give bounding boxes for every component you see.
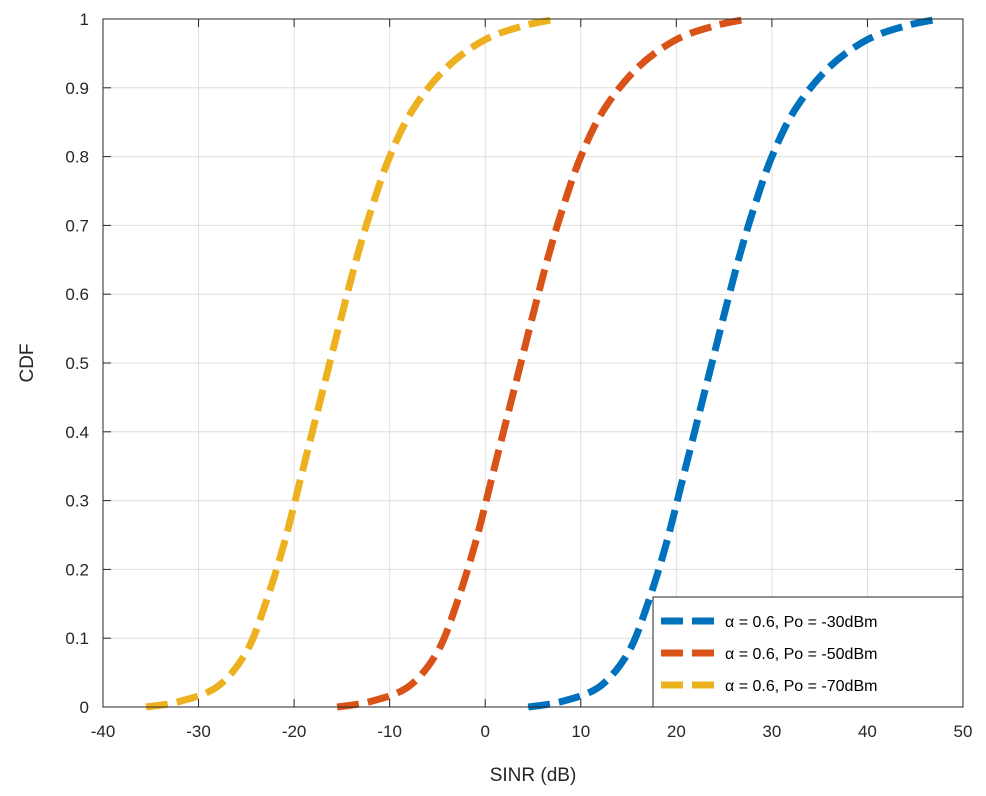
y-axis-label: CDF <box>17 343 38 382</box>
plot-series <box>145 15 940 711</box>
y-axis-ticks: 0 0.1 0.2 0.3 0.4 0.5 0.6 0.7 0.8 0.9 1 <box>65 10 963 717</box>
legend-label: α = 0.6, Po = -70dBm <box>725 678 877 695</box>
y-tick-label: 0.3 <box>65 492 89 511</box>
legend: α = 0.6, Po = -30dBm α = 0.6, Po = -50dBm… <box>652 596 964 708</box>
x-tick-label: 50 <box>954 722 973 741</box>
x-tick-label: -40 <box>91 722 116 741</box>
y-tick-label: 0.2 <box>65 560 89 579</box>
y-tick-label: 0.7 <box>65 216 89 235</box>
x-axis-label: SINR (dB) <box>490 765 577 786</box>
x-tick-label: 0 <box>480 722 489 741</box>
legend-label: α = 0.6, Po = -50dBm <box>725 646 877 663</box>
x-tick-label: 10 <box>571 722 590 741</box>
y-tick-label: 0.9 <box>65 79 89 98</box>
series-line-1 <box>527 15 940 711</box>
legend-item-3: α = 0.6, Po = -70dBm <box>661 678 877 695</box>
x-tick-label: 20 <box>667 722 686 741</box>
x-tick-label: 40 <box>858 722 877 741</box>
y-tick-label: 0 <box>80 698 89 717</box>
y-tick-label: 0.5 <box>65 354 89 373</box>
y-tick-label: 0.4 <box>65 423 89 442</box>
y-tick-label: 0.8 <box>65 148 89 167</box>
y-tick-label: 1 <box>80 10 89 29</box>
series-line-2 <box>336 15 749 711</box>
x-tick-label: 30 <box>762 722 781 741</box>
legend-item-2: α = 0.6, Po = -50dBm <box>661 646 877 663</box>
x-tick-label: -20 <box>282 722 307 741</box>
legend-items: α = 0.6, Po = -30dBm α = 0.6, Po = -50dBm… <box>661 614 877 695</box>
y-tick-label: 0.6 <box>65 285 89 304</box>
x-axis-ticks: -40 -30 -20 -10 0 10 20 30 40 50 <box>91 19 973 741</box>
series-line-3 <box>145 15 558 711</box>
x-tick-label: -10 <box>377 722 402 741</box>
legend-item-1: α = 0.6, Po = -30dBm <box>661 614 877 631</box>
x-tick-label: -30 <box>186 722 211 741</box>
y-tick-label: 0.1 <box>65 629 89 648</box>
legend-label: α = 0.6, Po = -30dBm <box>725 614 877 631</box>
